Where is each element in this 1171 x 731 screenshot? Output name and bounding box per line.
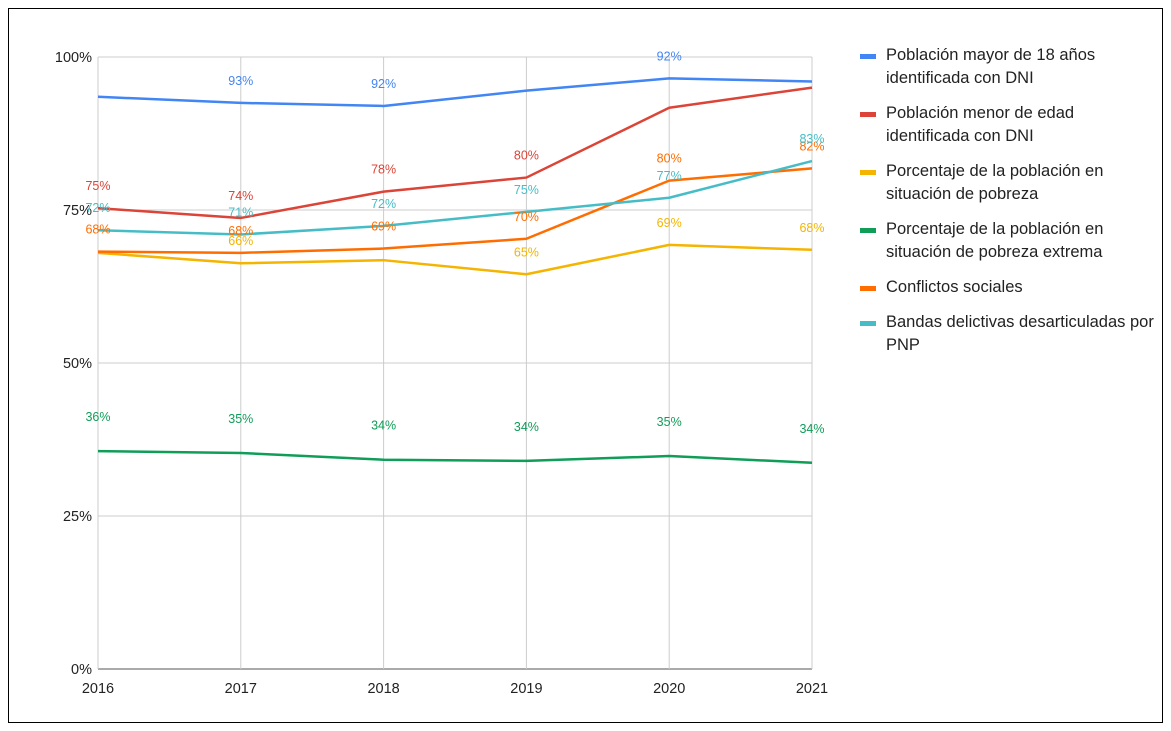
series-line	[97, 86, 813, 220]
data-label: 93%	[228, 74, 253, 88]
legend-swatch	[860, 112, 876, 117]
data-label: 78%	[371, 163, 396, 177]
series-line	[97, 167, 813, 255]
series-line	[97, 243, 813, 276]
y-axis-ticks: 0% 25% 50% 75% 100%	[55, 50, 92, 678]
data-label: 71%	[228, 205, 253, 219]
y-tick-label: 75%	[63, 203, 92, 219]
data-label: 77%	[657, 169, 682, 183]
legend: Población mayor de 18 años identificada …	[860, 44, 1160, 369]
legend-swatch	[860, 321, 876, 326]
data-label: 34%	[514, 420, 539, 434]
legend-item: Porcentaje de la población en situación …	[860, 160, 1160, 206]
y-tick-label: 0%	[71, 662, 92, 678]
data-label: 72%	[85, 201, 110, 215]
y-tick-label: 50%	[63, 356, 92, 372]
legend-item: Bandas delictivas desarticuladas por PNP	[860, 311, 1160, 357]
series-line	[97, 77, 813, 108]
data-label: 68%	[799, 221, 824, 235]
legend-label: Conflictos sociales	[886, 278, 1023, 296]
data-label: 80%	[657, 152, 682, 166]
series-line	[97, 449, 813, 465]
legend-item: Conflictos sociales	[860, 276, 1160, 299]
x-tick-label: 2018	[367, 681, 399, 697]
legend-item: Porcentaje de la población en situación …	[860, 218, 1160, 264]
legend-label: Bandas delictivas desarticuladas por PNP	[886, 313, 1154, 354]
data-label: 69%	[657, 216, 682, 230]
legend-label: Porcentaje de la población en situación …	[886, 162, 1104, 203]
data-label: 83%	[799, 132, 824, 146]
x-tick-label: 2020	[653, 681, 685, 697]
data-label: 75%	[514, 183, 539, 197]
data-label: 36%	[85, 410, 110, 424]
data-label: 66%	[228, 234, 253, 248]
data-label: 92%	[657, 49, 682, 63]
data-label: 80%	[514, 149, 539, 163]
legend-swatch	[860, 54, 876, 59]
data-label: 74%	[228, 189, 253, 203]
legend-swatch	[860, 228, 876, 233]
data-label: 82%	[799, 139, 824, 153]
series-lines	[97, 77, 813, 465]
legend-label: Población mayor de 18 años identificada …	[886, 46, 1096, 87]
series-line	[97, 159, 813, 236]
legend-item: Población menor de edad identificada con…	[860, 102, 1160, 148]
data-label: 34%	[799, 422, 824, 436]
line-chart: 0% 25% 50% 75% 100% 2016 2017 2018 2019 2020 2021…	[55, 49, 828, 697]
chart-frame	[8, 8, 1163, 723]
data-label: 68%	[228, 224, 253, 238]
legend-label: Porcentaje de la población en situación …	[886, 220, 1104, 261]
x-axis-ticks: 2016 2017 2018 2019 2020 2021	[82, 681, 828, 697]
data-label: 35%	[657, 415, 682, 429]
data-label: 34%	[371, 419, 396, 433]
data-label: 72%	[371, 197, 396, 211]
legend-item: Población mayor de 18 años identificada …	[860, 44, 1160, 90]
data-label: 70%	[514, 210, 539, 224]
data-label: 92%	[371, 77, 396, 91]
data-label: 75%	[85, 179, 110, 193]
legend-swatch	[860, 286, 876, 291]
data-label: 69%	[371, 220, 396, 234]
x-tick-label: 2019	[510, 681, 542, 697]
y-tick-label: 100%	[55, 50, 92, 66]
x-tick-label: 2017	[225, 681, 257, 697]
x-tick-label: 2021	[796, 681, 828, 697]
grid-lines	[97, 56, 813, 670]
y-tick-label: 25%	[63, 509, 92, 525]
legend-label: Población menor de edad identificada con…	[886, 104, 1075, 145]
legend-swatch	[860, 170, 876, 175]
data-label: 65%	[514, 245, 539, 259]
data-labels: 93% 92% 92% 75% 74% 78% 80% 66% 65% 69% 68% 36% 35% 3…	[85, 49, 824, 435]
x-tick-label: 2016	[82, 681, 114, 697]
data-label: 68%	[85, 223, 110, 237]
data-label: 35%	[228, 412, 253, 426]
